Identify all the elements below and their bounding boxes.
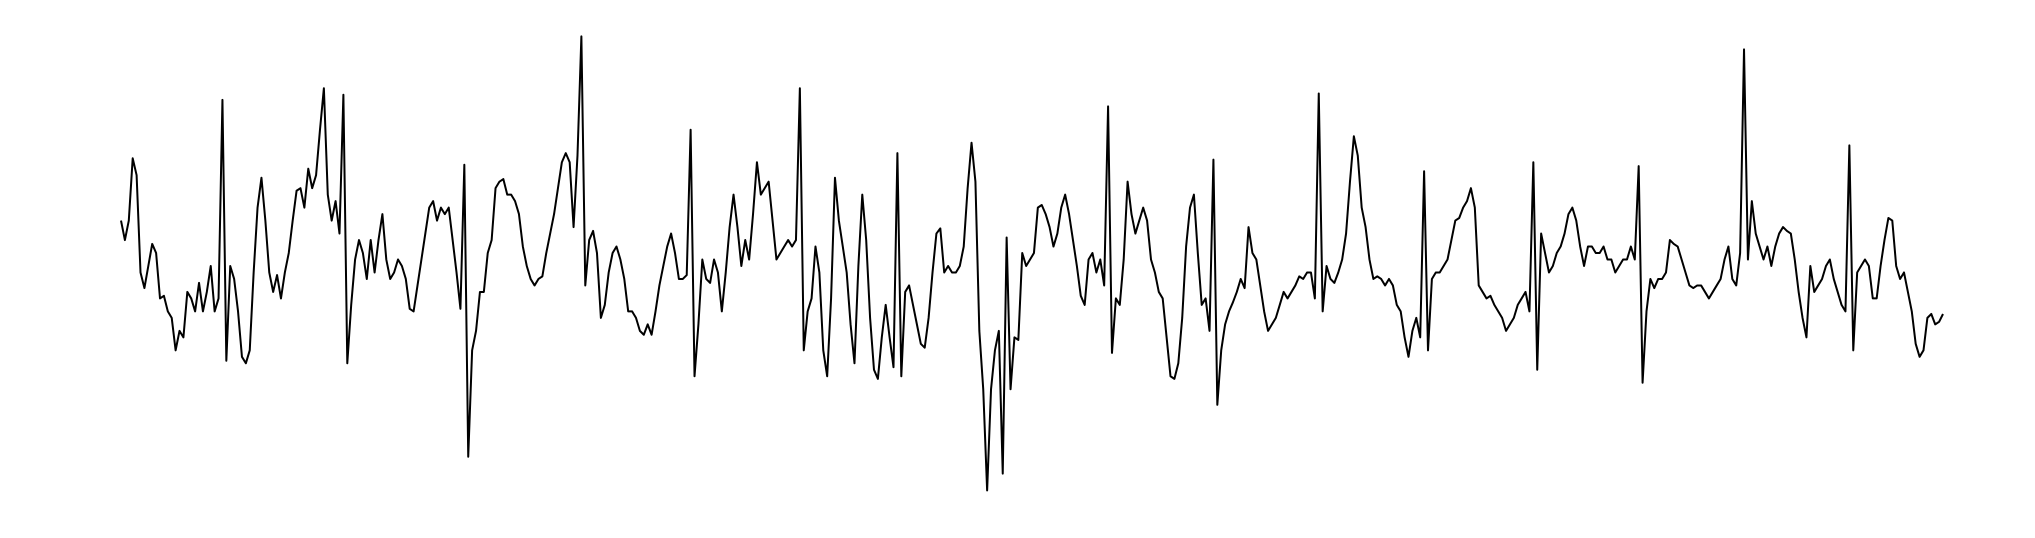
line — [120, 35, 1944, 492]
